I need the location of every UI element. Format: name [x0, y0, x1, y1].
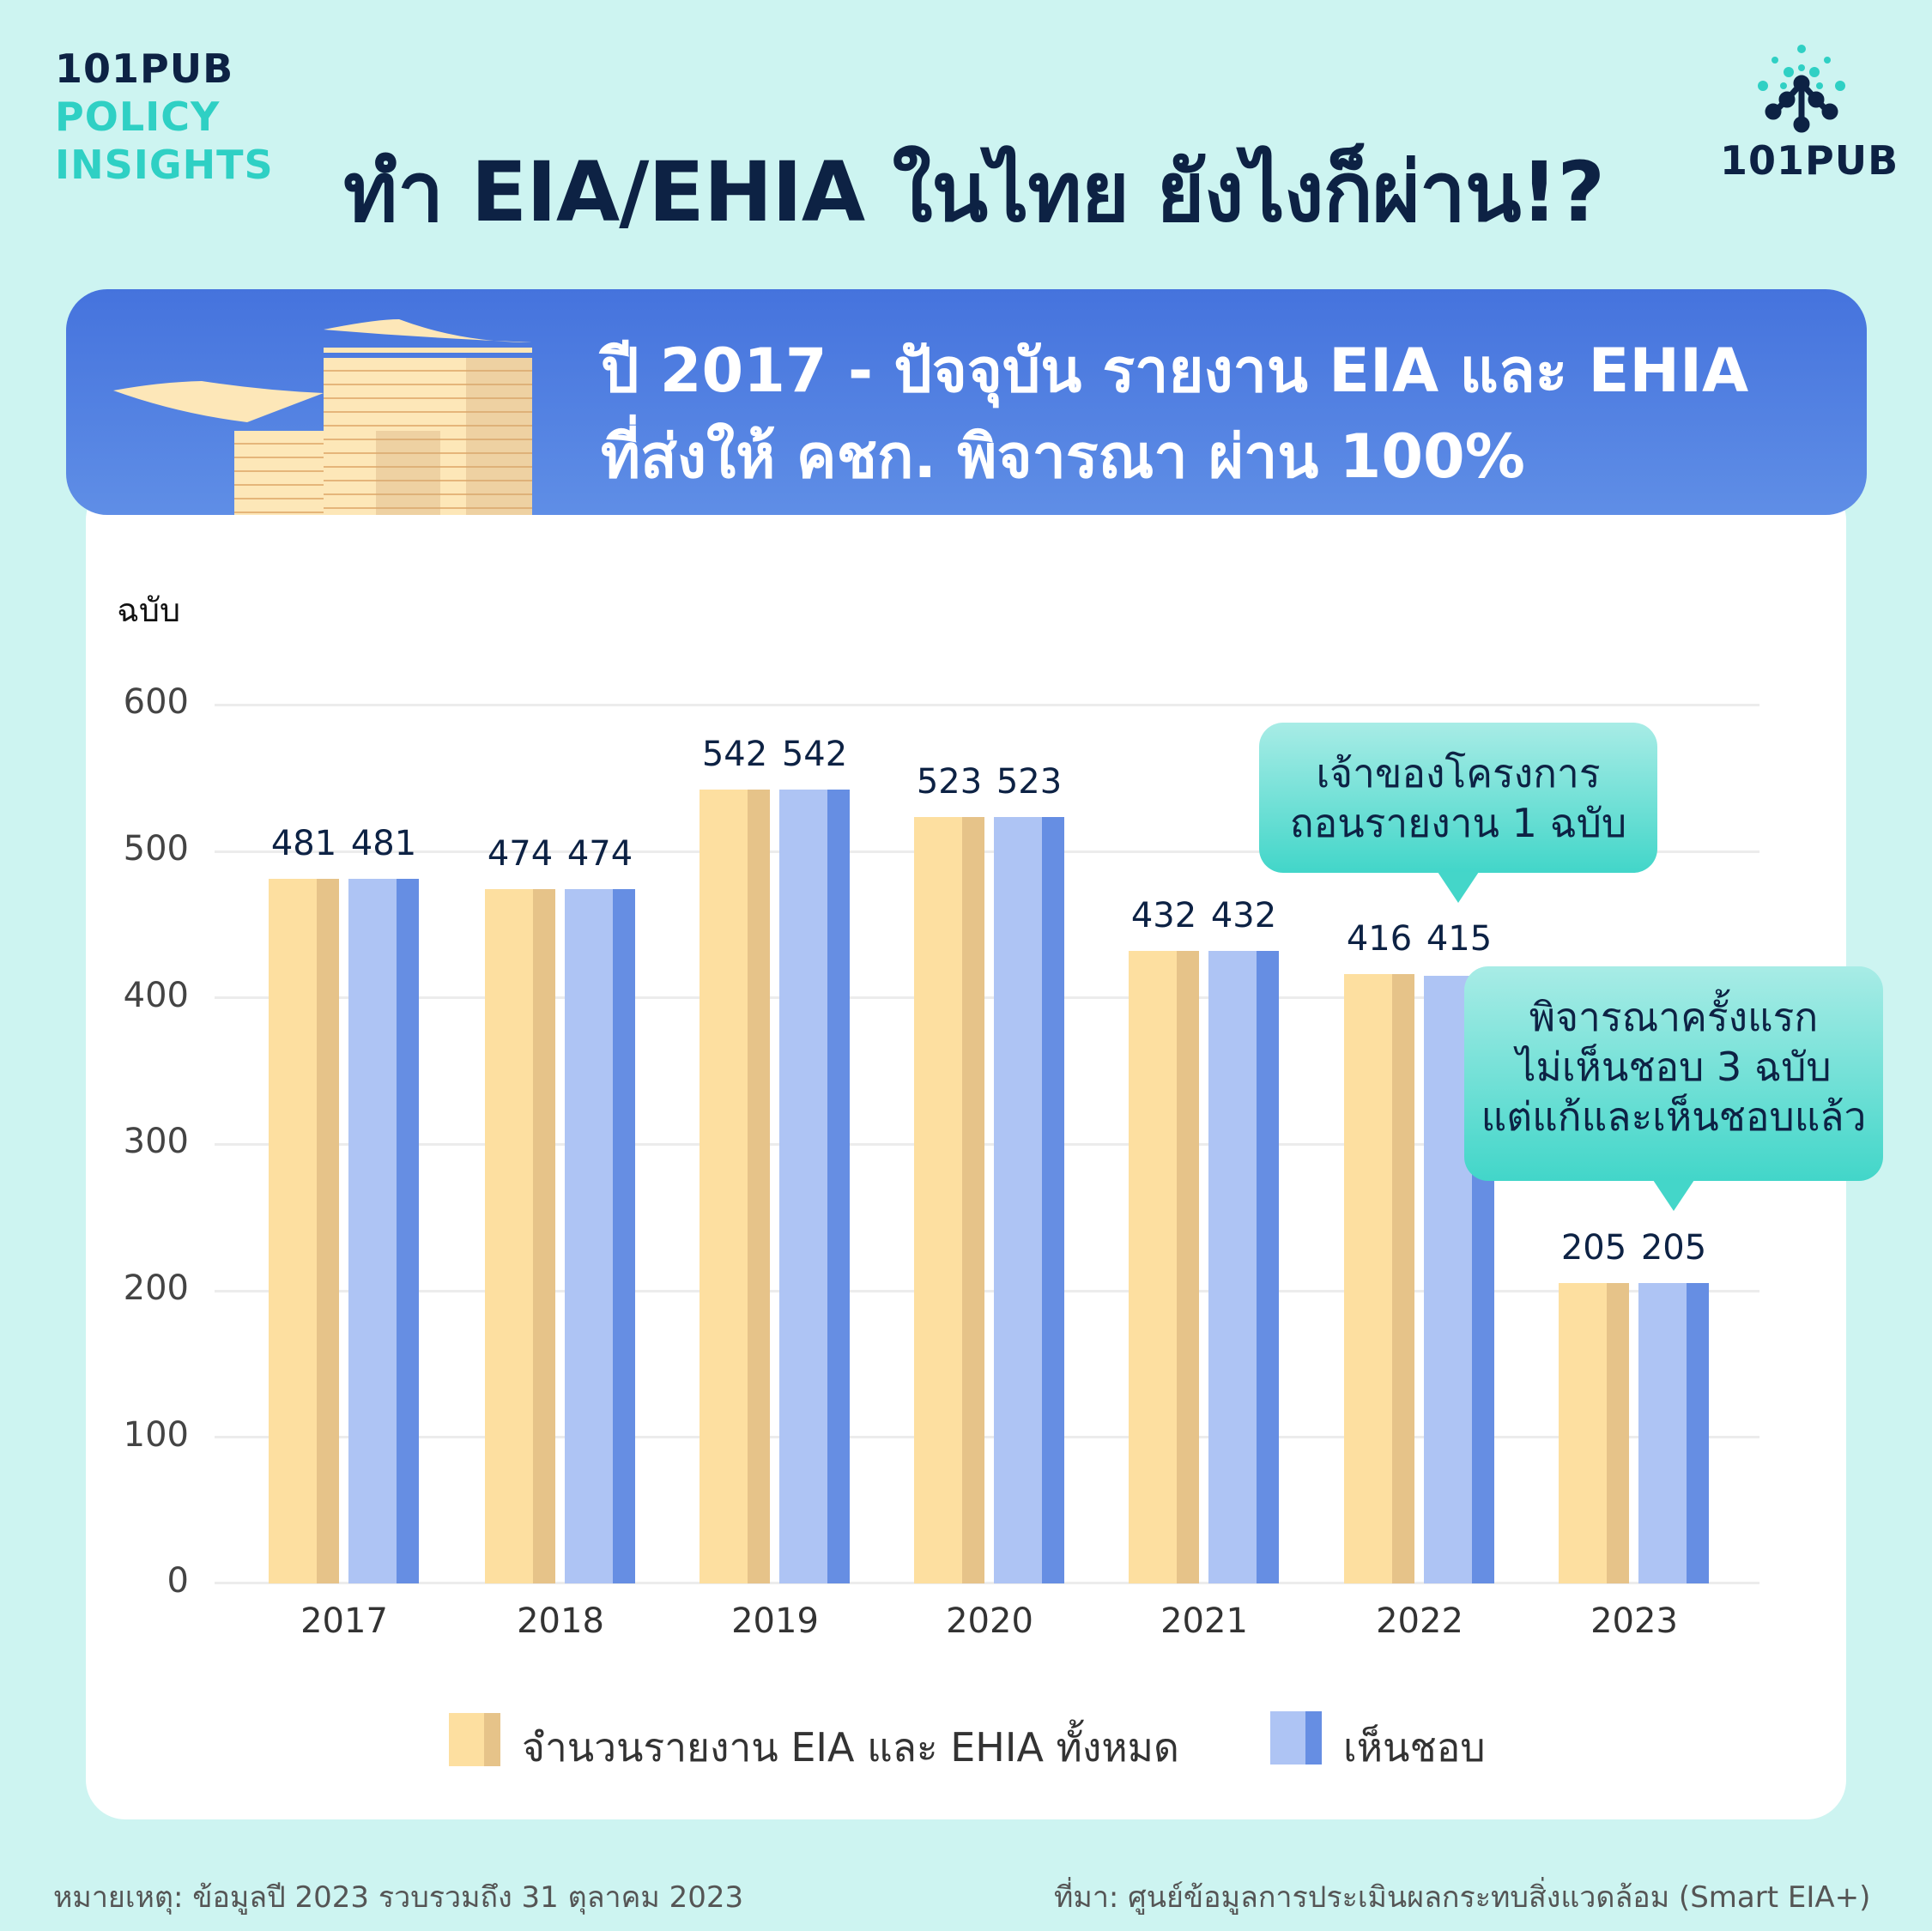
y-tick-300: 300 — [123, 1122, 189, 1161]
bar-approved-2020[interactable] — [994, 817, 1064, 1583]
value-total-2023: 205 — [1560, 1228, 1627, 1268]
gridline-400 — [215, 996, 1759, 999]
brand-logo: 101PUB POLICY INSIGHTS — [55, 45, 274, 189]
footer-source: ที่มา: ศูนย์ข้อมูลการประเมินผลกระทบสิ่งแ… — [1054, 1880, 1871, 1915]
gridline-500 — [215, 850, 1759, 853]
value-approved-2023: 205 — [1640, 1228, 1707, 1268]
x-label-2018: 2018 — [517, 1601, 604, 1641]
bar-total-2017[interactable] — [269, 879, 339, 1583]
legend-label-total: จำนวนรายงาน EIA และ EHIA ทั้งหมด — [522, 1724, 1179, 1771]
bar-approved-2021[interactable] — [1208, 951, 1279, 1583]
callout-2-line-2: ไม่เห็นชอบ 3 ฉบับ — [1516, 1044, 1832, 1090]
x-label-2017: 2017 — [300, 1601, 388, 1641]
x-label-2019: 2019 — [731, 1601, 819, 1641]
brand-line-policy: POLICY — [55, 94, 221, 140]
page-title: ทำ EIA/EHIA ในไทย ยังไงก็ผ่าน!? — [343, 144, 1605, 240]
bar-total-2019[interactable] — [700, 790, 770, 1583]
value-total-2017: 481 — [270, 824, 337, 863]
y-tick-0: 0 — [167, 1561, 189, 1601]
callout-1-line-1: เจ้าของโครงการ — [1316, 750, 1601, 796]
banner-headline: ปี 2017 - ปัจจุบัน รายงาน EIA และ EHIA ท… — [601, 328, 1748, 499]
legend-swatch-approved — [1270, 1711, 1322, 1765]
callout-1-line-2: ถอนรายงาน 1 ฉบับ — [1289, 800, 1627, 846]
gridline-600 — [215, 704, 1759, 706]
bar-total-2021[interactable] — [1129, 951, 1199, 1583]
bar-approved-2023[interactable] — [1638, 1283, 1709, 1583]
value-total-2019: 542 — [701, 735, 768, 774]
bar-approved-2018[interactable] — [565, 889, 635, 1583]
callout-2-line-3: แต่แก้และเห็นชอบแล้ว — [1481, 1093, 1867, 1140]
value-approved-2020: 523 — [996, 762, 1063, 802]
gridline-0 — [215, 1582, 1759, 1584]
logo-wordmark: 101PUB — [1720, 137, 1899, 184]
y-tick-400: 400 — [123, 976, 189, 1015]
value-total-2022: 416 — [1346, 919, 1413, 959]
footer-note: หมายเหตุ: ข้อมูลปี 2023 รวบรวมถึง 31 ตุล… — [53, 1880, 744, 1915]
gridline-100 — [215, 1436, 1759, 1438]
value-approved-2018: 474 — [566, 834, 633, 874]
y-tick-200: 200 — [123, 1268, 189, 1308]
x-label-2021: 2021 — [1160, 1601, 1248, 1641]
logo-101pub: 101PUB — [1713, 43, 1898, 189]
bar-total-2023[interactable] — [1559, 1283, 1629, 1583]
network-dots-icon — [1758, 45, 1845, 133]
value-total-2020: 523 — [916, 762, 983, 802]
banner-line-1: ปี 2017 - ปัจจุบัน รายงาน EIA และ EHIA — [601, 336, 1749, 406]
y-tick-500: 500 — [123, 829, 189, 869]
brand-line-insights: INSIGHTS — [55, 142, 274, 188]
callout-2-pointer — [1653, 1180, 1694, 1211]
x-label-2022: 2022 — [1376, 1601, 1463, 1641]
bar-approved-2019[interactable] — [779, 790, 850, 1583]
brand-line-101pub: 101PUB — [55, 45, 234, 92]
callout-1-pointer — [1438, 872, 1479, 903]
x-label-2023: 2023 — [1590, 1601, 1678, 1641]
bar-total-2022[interactable] — [1344, 974, 1414, 1583]
y-axis-unit-label: ฉบับ — [117, 591, 181, 629]
banner-line-2: ที่ส่งให้ คชก. พิจารณา ผ่าน 100% — [601, 421, 1525, 492]
callout-withdrawn-2022: เจ้าของโครงการ ถอนรายงาน 1 ฉบับ — [1259, 723, 1657, 873]
bar-total-2018[interactable] — [485, 889, 555, 1583]
gridline-200 — [215, 1290, 1759, 1292]
value-approved-2021: 432 — [1210, 896, 1277, 935]
legend-swatch-total — [449, 1713, 500, 1766]
value-total-2021: 432 — [1130, 896, 1197, 935]
legend-label-approved: เห็นชอบ — [1343, 1724, 1486, 1771]
value-approved-2022: 415 — [1426, 919, 1493, 959]
y-tick-100: 100 — [123, 1415, 189, 1455]
callout-2-line-1: พิจารณาครั้งแรก — [1529, 994, 1819, 1040]
value-approved-2019: 542 — [781, 735, 848, 774]
gridline-300 — [215, 1143, 1759, 1146]
value-total-2018: 474 — [487, 834, 554, 874]
value-approved-2017: 481 — [350, 824, 417, 863]
x-label-2020: 2020 — [946, 1601, 1033, 1641]
y-tick-600: 600 — [123, 682, 189, 722]
bar-total-2020[interactable] — [914, 817, 984, 1583]
headline-banner — [66, 289, 1867, 515]
bar-approved-2017[interactable] — [348, 879, 419, 1583]
callout-rejected-then-approved: พิจารณาครั้งแรก ไม่เห็นชอบ 3 ฉบับ แต่แก้… — [1464, 966, 1883, 1181]
